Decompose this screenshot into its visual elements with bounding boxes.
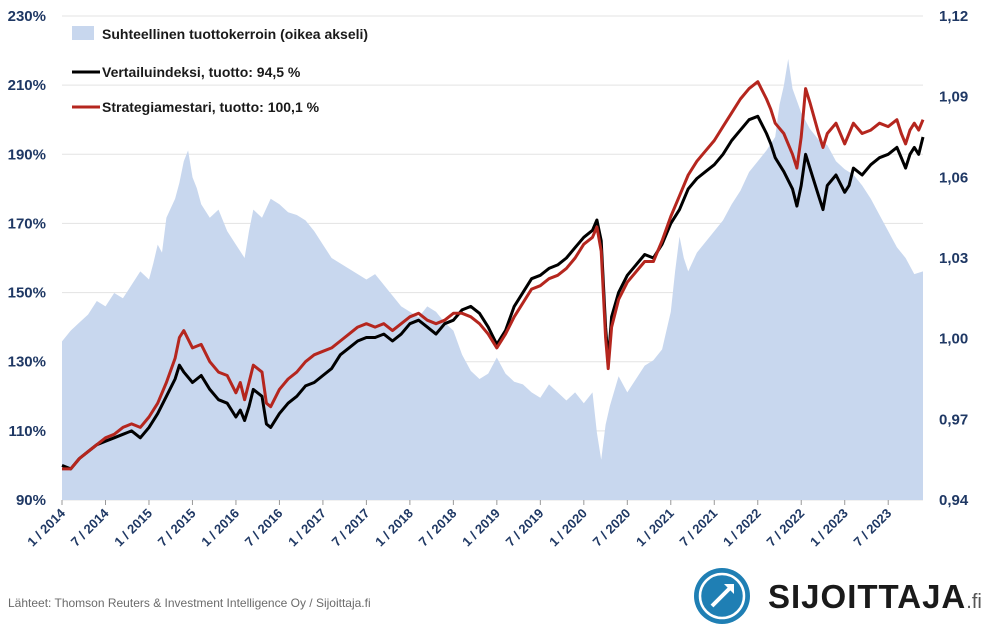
left-axis-ticks: 90% 110% 130% 150% 170% 190% 210% 230%: [8, 8, 46, 509]
x-tick-label: 7 / 2016: [242, 506, 286, 550]
logo-wordmark: SIJOITTAJA.fi: [768, 578, 982, 616]
x-tick-label: 1 / 2022: [720, 506, 764, 550]
x-tick-label: 7 / 2022: [764, 506, 808, 550]
legend-swatch-area: [72, 26, 94, 40]
line-series-layer: [61, 80, 925, 471]
legend: Suhteellinen tuottokerroin (oikea akseli…: [72, 26, 368, 115]
x-axis-ticks: 1 / 2014 7 / 2014 1 / 2015 7 / 2015 1 / 2016…: [24, 500, 894, 549]
area-series-layer: [62, 59, 923, 500]
x-tick-label: 7 / 2019: [503, 506, 547, 550]
x-tick-label: 1 / 2021: [633, 506, 677, 550]
right-tick-label: 1,00: [939, 331, 968, 348]
x-tick-label: 7 / 2020: [590, 506, 634, 550]
right-tick-label: 1,03: [939, 250, 968, 267]
left-tick-label: 170%: [8, 215, 46, 232]
logo-word-suffix: .fi: [966, 591, 982, 613]
x-tick-label: 1 / 2020: [546, 506, 590, 550]
legend-label-benchmark: Vertailuindeksi, tuotto: 94,5 %: [102, 64, 301, 80]
left-tick-label: 210%: [8, 77, 46, 94]
series-area-relative-ratio: [62, 59, 923, 500]
left-tick-label: 90%: [16, 492, 46, 509]
right-tick-label: 1,12: [939, 8, 968, 25]
right-tick-label: 1,09: [939, 89, 968, 106]
right-tick-label: 0,94: [939, 492, 969, 509]
x-tick-label: 1 / 2017: [285, 506, 329, 550]
left-tick-label: 230%: [8, 8, 46, 25]
x-tick-label: 1 / 2015: [111, 506, 155, 550]
x-tick-label: 1 / 2023: [807, 506, 851, 550]
right-tick-label: 0,97: [939, 411, 968, 428]
x-tick-label: 7 / 2021: [677, 506, 721, 550]
left-tick-label: 130%: [8, 354, 46, 371]
x-tick-label: 1 / 2019: [459, 506, 503, 550]
right-axis-ticks: 0,94 0,97 1,00 1,03 1,06 1,09 1,12: [939, 8, 969, 509]
x-tick-label: 1 / 2014: [24, 505, 68, 549]
sijoittaja-logo: SIJOITTAJA.fi: [690, 566, 982, 626]
x-tick-label: 1 / 2016: [198, 506, 242, 550]
legend-label-area: Suhteellinen tuottokerroin (oikea akseli…: [102, 26, 368, 42]
x-tick-label: 7 / 2018: [416, 506, 460, 550]
right-tick-label: 1,06: [939, 169, 968, 186]
source-note: Lähteet: Thomson Reuters & Investment In…: [8, 596, 371, 610]
x-tick-label: 1 / 2018: [372, 506, 416, 550]
series-line-benchmark: [61, 114, 925, 471]
series-line-strategy: [62, 80, 925, 471]
left-tick-label: 110%: [8, 423, 46, 440]
x-tick-label: 7 / 2015: [155, 506, 199, 550]
x-tick-label: 7 / 2023: [850, 506, 894, 550]
x-tick-label: 7 / 2014: [68, 505, 112, 549]
left-tick-label: 150%: [8, 285, 46, 302]
legend-label-strategy: Strategiamestari, tuotto: 100,1 %: [102, 99, 320, 115]
x-tick-label: 7 / 2017: [329, 506, 373, 550]
left-tick-label: 190%: [8, 146, 46, 163]
logo-word-text: SIJOITTAJA: [768, 578, 967, 615]
arrow-up-right-circle-icon: [694, 568, 750, 624]
